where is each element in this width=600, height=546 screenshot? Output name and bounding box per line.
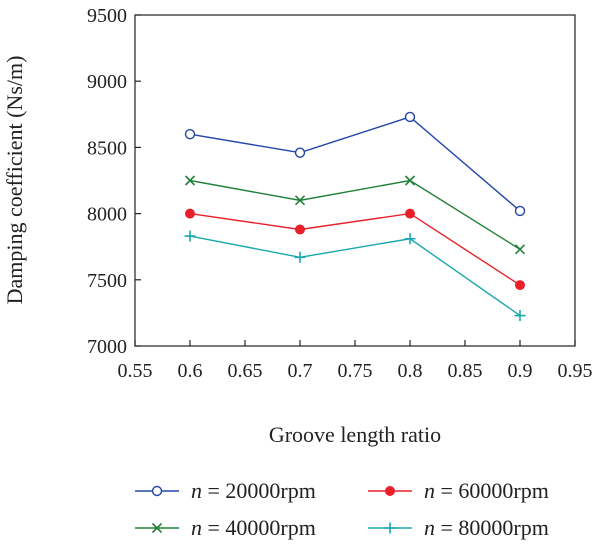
data-point [185,208,195,219]
x-tick-label: 0.7 [288,360,313,382]
y-tick-label: 9000 [87,71,127,93]
legend-label: n = 20000rpm [191,478,316,503]
legend-variable: n [191,478,202,503]
legend-variable: n [424,478,435,503]
plot-area-frame [134,14,576,347]
legend-variable: n [424,515,435,540]
y-tick-label: 7500 [87,270,127,292]
legend-item: n = 80000rpm [368,515,549,540]
data-point [515,280,525,291]
legend-value: = 20000rpm [202,478,316,503]
x-axis: 0.55 0.6 0.65 0.7 0.75 0.8 0.85 0.9 0.95 [118,340,593,382]
y-tick-label: 8500 [87,137,127,159]
x-tick-label: 0.75 [338,360,373,382]
legend-value: = 60000rpm [435,478,549,503]
legend-swatch-marker [151,522,163,534]
y-axis: 7000 7500 8000 8500 9000 9500 [87,5,141,358]
x-tick-label: 0.85 [448,360,483,382]
series-4 [184,230,526,322]
series-line [189,116,521,212]
legend-swatch-marker [384,522,396,534]
data-point [184,175,196,186]
data-point [294,147,306,158]
y-tick-label: 9500 [87,5,127,27]
data-point [295,224,305,235]
series-line [189,179,521,250]
series-2 [184,175,526,255]
legend-variable: n [191,515,202,540]
legend-label: n = 80000rpm [424,515,549,540]
legend-swatch-marker [385,486,395,496]
legend-swatch-marker [151,485,163,497]
data-point [184,230,196,242]
y-tick-label: 7000 [87,336,127,358]
legend-item: n = 40000rpm [135,515,316,540]
data-point [404,233,416,245]
y-axis-label: Damping coefficient (Ns/m) [2,56,27,305]
series-1 [184,111,526,217]
series-3 [185,208,525,291]
legend-value: = 80000rpm [435,515,549,540]
x-axis-label: Groove length ratio [269,422,441,447]
legend-label: n = 60000rpm [424,478,549,503]
legend-item: n = 20000rpm [135,478,316,503]
data-point [184,128,196,140]
data-point [514,244,526,255]
data-point [294,195,306,206]
series-layer [184,111,526,322]
data-point [404,175,416,186]
data-point [404,111,416,123]
data-point [514,205,526,217]
x-tick-label: 0.9 [508,360,533,382]
legend-value: = 40000rpm [202,515,316,540]
x-tick-label: 0.6 [178,360,203,382]
data-point [405,208,415,219]
x-tick-label: 0.65 [228,360,263,382]
x-tick-label: 0.55 [118,360,153,382]
legend-label: n = 40000rpm [191,515,316,540]
x-tick-label: 0.95 [558,360,593,382]
data-point [514,310,526,322]
data-point [294,251,306,263]
y-tick-label: 8000 [87,204,127,226]
legend-item: n = 60000rpm [368,478,549,503]
series-line [189,235,521,317]
x-tick-label: 0.8 [398,360,423,382]
series-line [189,212,521,286]
